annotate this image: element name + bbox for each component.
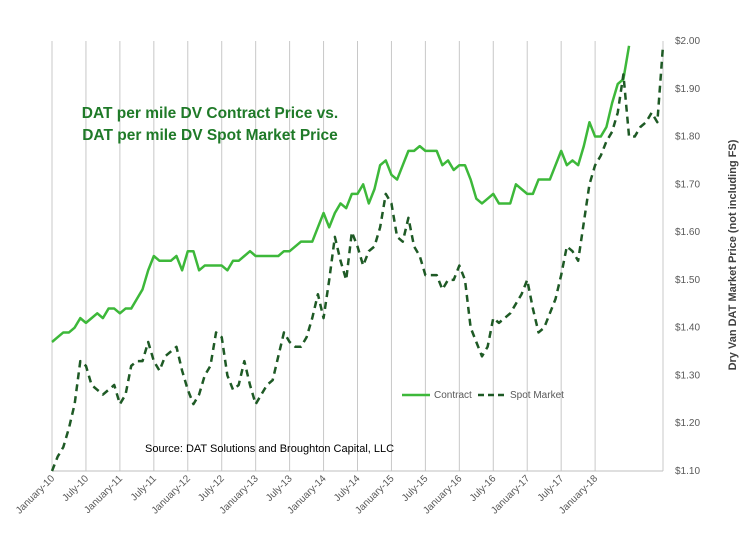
legend: Contract Spot Market [402,390,564,401]
x-tick-label: July-11 [129,473,159,503]
chart-title-line-2: DAT per mile DV Spot Market Price [82,127,338,144]
contract-series-line [51,45,631,343]
y-axis-label: Dry Van DAT Market Price (not including … [727,139,739,370]
spot-market-series-line [50,45,665,472]
y-tick-label: $1.50 [675,275,700,286]
series-layer [50,45,665,472]
y-tick-label: $1.10 [675,466,700,477]
x-tick-label: July-14 [332,473,363,504]
legend-contract-label: Contract [434,390,472,401]
y-axis-ticks: $1.10 $1.20 $1.30 $1.40 $1.50 $1.60 $1.70 $1.80… [675,36,700,477]
y-tick-label: $1.80 [675,132,700,143]
y-tick-label: $1.70 [675,179,700,190]
x-tick-label: July-15 [400,473,431,504]
x-tick-label: July-12 [196,473,227,504]
y-tick-label: $1.40 [675,323,700,334]
x-tick-label: July-16 [468,473,499,504]
y-tick-label: $2.00 [675,36,700,47]
source-note: Source: DAT Solutions and Broughton Capi… [145,443,394,455]
x-tick-label: July-17 [536,473,567,504]
y-tick-label: $1.90 [675,84,700,95]
x-tick-label: July-13 [264,473,295,504]
y-tick-label: $1.30 [675,370,700,381]
y-tick-label: $1.20 [675,418,700,429]
vertical-grid [51,41,664,471]
legend-spot-label: Spot Market [510,390,564,401]
y-tick-label: $1.60 [675,227,700,238]
x-tick-label: July-10 [60,473,91,504]
x-tick-label: January-10 [14,473,57,516]
chart-title-line-1: DAT per mile DV Contract Price vs. [82,105,338,122]
